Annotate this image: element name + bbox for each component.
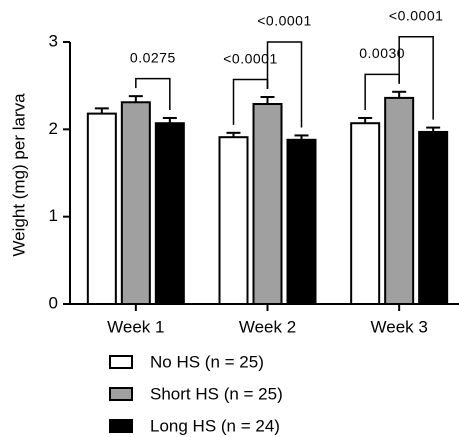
bar	[120, 101, 151, 306]
y-axis-label: Weight (mg) per larva	[9, 93, 28, 257]
p-value: 0.0030	[359, 45, 405, 61]
bar	[384, 96, 415, 306]
x-tick-label: Week 2	[239, 317, 296, 336]
bar	[286, 138, 317, 305]
bar	[350, 122, 381, 305]
significance-bracket	[266, 41, 303, 128]
bar	[86, 112, 117, 306]
legend-swatch	[109, 387, 133, 401]
y-tick-label: 2	[49, 119, 58, 138]
p-value: 0.0275	[130, 49, 176, 65]
y-tick-label: 1	[49, 206, 58, 225]
x-tick-label: Week 3	[371, 317, 428, 336]
legend-label: Long HS (n = 24)	[150, 416, 280, 435]
p-value: <0.0001	[389, 7, 444, 23]
legend-label: Short HS (n = 25)	[150, 384, 283, 403]
y-tick-label: 3	[49, 31, 58, 50]
legend-swatch	[109, 355, 133, 369]
bar	[418, 130, 449, 305]
legend-label: No HS (n = 25)	[150, 352, 264, 371]
legend-swatch	[109, 419, 133, 433]
bar	[154, 122, 185, 305]
y-tick-label: 0	[49, 293, 58, 312]
significance-bracket	[135, 77, 171, 110]
p-value: <0.0001	[223, 50, 278, 66]
p-value: <0.0001	[257, 13, 312, 29]
bar	[218, 136, 249, 305]
significance-bracket	[398, 36, 434, 120]
x-tick-label: Week 1	[107, 317, 164, 336]
bar	[252, 103, 283, 305]
